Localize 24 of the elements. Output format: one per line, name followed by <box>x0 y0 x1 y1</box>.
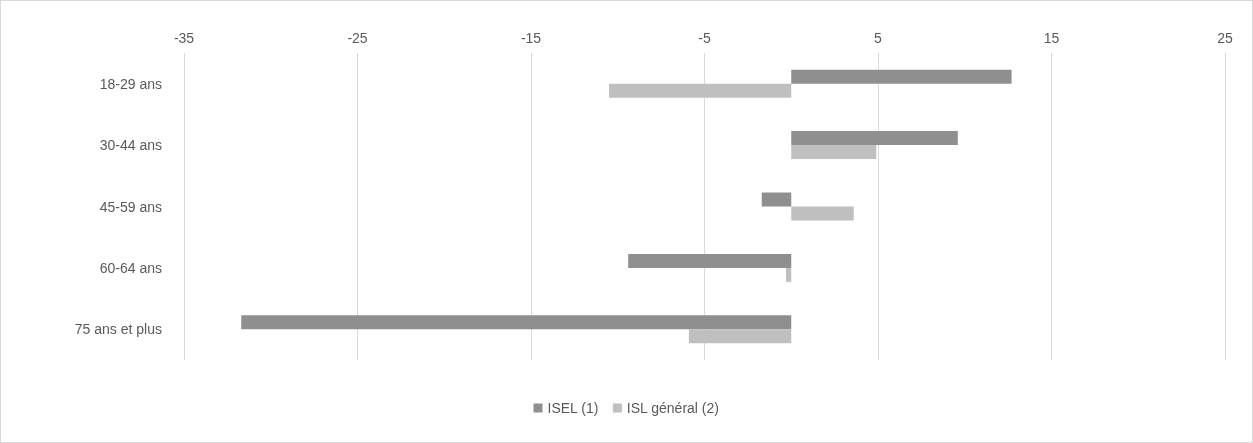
bar <box>609 83 792 98</box>
bar <box>791 131 958 146</box>
bar <box>761 192 792 207</box>
x-tick-label: -35 <box>173 30 195 46</box>
bar <box>628 253 792 268</box>
bar <box>688 329 792 344</box>
y-tick-label: 75 ans et plus <box>74 321 162 338</box>
x-tick-label: 5 <box>874 30 883 46</box>
y-tick-label: 18-29 ans <box>99 75 162 92</box>
x-tick-label: 25 <box>1217 30 1233 46</box>
y-tick-label: 45-59 ans <box>99 198 162 215</box>
bar <box>791 145 877 160</box>
bar <box>791 69 1012 84</box>
x-tick-label: -5 <box>698 30 711 46</box>
bar <box>786 267 792 282</box>
x-tick-label: -15 <box>520 30 542 46</box>
y-tick-label: 30-44 ans <box>99 137 162 154</box>
legend-label: ISL général (2) <box>626 400 719 416</box>
legend-label: ISEL (1) <box>547 400 599 416</box>
bar <box>791 206 854 221</box>
x-tick-label: -25 <box>347 30 368 46</box>
bar <box>241 315 792 330</box>
y-tick-label: 60-64 ans <box>99 259 162 276</box>
x-tick-label: 15 <box>1043 30 1060 46</box>
